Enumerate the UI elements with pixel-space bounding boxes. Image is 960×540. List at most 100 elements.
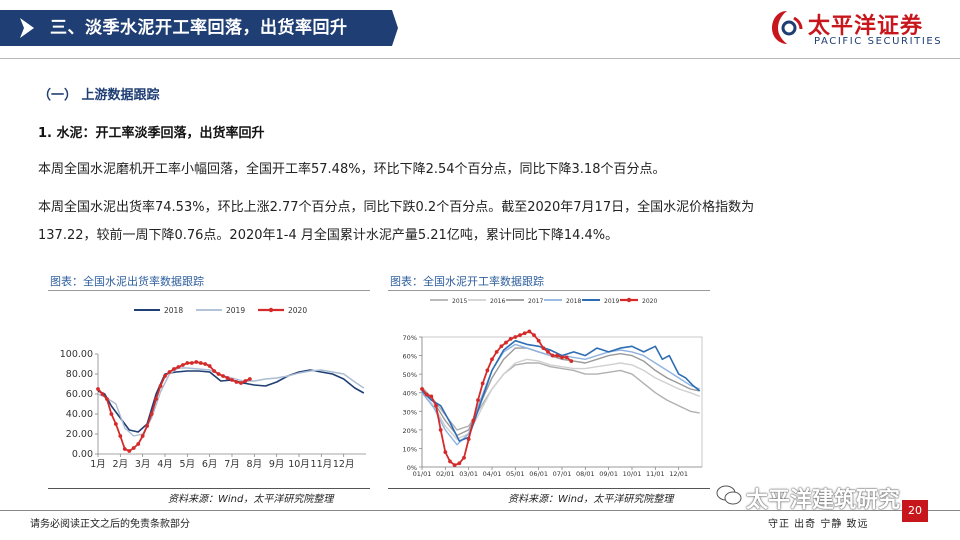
data-point-2020 (118, 434, 123, 438)
data-point-2020 (154, 397, 158, 401)
data-point-2020 (522, 331, 527, 336)
data-point-2020 (518, 333, 522, 338)
footer-divider (0, 510, 960, 511)
data-point-2020 (212, 369, 217, 373)
series-line-2019 (421, 339, 701, 442)
data-point-2020 (462, 455, 466, 460)
x-tick-label: 10/01 (623, 470, 642, 478)
data-point-2020 (564, 355, 569, 360)
logo-text-en: PACIFIC SECURITIES (814, 36, 943, 47)
data-point-2020 (555, 353, 560, 358)
logo-text-cn: 太平洋证券 (808, 14, 924, 39)
y-tick-label: 40.00 (66, 409, 93, 420)
data-point-2020 (513, 335, 518, 339)
data-point-2020 (536, 338, 541, 343)
data-point-2020 (100, 392, 105, 396)
data-point-2020 (127, 449, 132, 453)
legend-label-2017: 2017 (528, 298, 543, 305)
data-point-2020 (504, 340, 508, 345)
data-point-2020 (466, 437, 471, 442)
right-chart-title: 图表：全国水泥开工率数据跟踪 (390, 275, 544, 288)
paragraph-2-line-1: 本周全国水泥出货率74.53%，环比上涨2.77个百分点，同比下跌0.2个百分点… (38, 200, 755, 215)
data-point-2020 (131, 446, 136, 450)
page-number: 20 (902, 500, 928, 522)
y-tick-label: 20.00 (66, 429, 93, 440)
x-tick-label: 11月 (311, 459, 333, 470)
data-point-2020 (203, 362, 208, 366)
data-point-2020 (490, 357, 494, 362)
legend-marker-2020 (626, 297, 632, 303)
data-point-2020 (476, 398, 480, 403)
data-point-2020 (230, 378, 234, 382)
data-point-2020 (225, 376, 230, 380)
data-point-2020 (189, 361, 194, 365)
data-point-2020 (216, 372, 221, 376)
operating-rate-chart: 70% 60% 50% 40% 30% 20% 10% 0%01/01 02/01 03/01 04… (403, 297, 703, 478)
y-tick-label: 60% (403, 353, 417, 361)
x-tick-label: 2月 (113, 459, 129, 470)
x-tick-label: 07/01 (553, 470, 572, 478)
data-point-2020 (471, 418, 476, 423)
data-point-2020 (96, 387, 100, 391)
data-point-2020 (105, 397, 109, 401)
data-point-2020 (550, 353, 555, 358)
section-heading: （一） 上游数据跟踪 (38, 88, 160, 103)
data-point-2020 (546, 349, 550, 354)
data-point-2020 (234, 380, 239, 384)
company-motto: 守正 出奇 宁静 致远 (768, 519, 869, 530)
data-point-2020 (560, 355, 564, 360)
company-logo: 太平洋证券 PACIFIC SECURITIES (770, 6, 952, 50)
x-tick-label: 4月 (157, 459, 173, 470)
data-point-2020 (452, 463, 457, 468)
x-tick-label: 12月 (333, 459, 355, 470)
data-point-2020 (569, 359, 574, 364)
x-tick-label: 01/01 (413, 470, 432, 478)
legend-label-2020: 2020 (642, 298, 657, 305)
legend-label-2019: 2019 (604, 298, 619, 305)
x-tick-label: 06/01 (529, 470, 548, 478)
data-point-2020 (541, 346, 546, 351)
y-tick-label: 40% (403, 390, 417, 398)
data-point-2020 (438, 427, 443, 432)
data-point-2020 (185, 361, 190, 365)
series-line-2019 (97, 367, 365, 437)
y-tick-label: 0% (407, 464, 417, 472)
x-tick-label: 11/01 (646, 470, 665, 478)
y-tick-label: 70% (403, 334, 417, 342)
data-point-2020 (420, 387, 424, 391)
x-tick-label: 02/01 (436, 470, 455, 478)
legend-label-2018: 2018 (566, 298, 581, 305)
data-point-2020 (140, 434, 145, 438)
data-point-2020 (172, 367, 176, 371)
x-tick-label: 09/01 (599, 470, 618, 478)
y-tick-label: 10% (403, 445, 417, 453)
data-point-2020 (163, 374, 167, 378)
data-point-2020 (527, 329, 532, 334)
right-chart-title-rule (388, 290, 710, 291)
right-chart-source: 资料来源：Wind，太平洋研究院整理 (508, 494, 674, 505)
header-divider (0, 58, 960, 59)
data-point-2020 (499, 344, 504, 349)
data-point-2020 (198, 361, 203, 365)
left-source-rule (48, 488, 370, 489)
subheading: 1. 水泥：开工率淡季回落，出货率回升 (38, 126, 265, 141)
legend-label-2015: 2015 (452, 298, 467, 305)
data-point-2020 (485, 368, 490, 373)
data-point-2020 (532, 333, 536, 338)
data-point-2020 (424, 392, 429, 397)
left-chart-title: 图表：全国水泥出货率数据跟踪 (50, 275, 204, 288)
x-tick-label: 5月 (180, 459, 196, 470)
series-line-2017 (421, 347, 700, 437)
x-tick-label: 3月 (135, 459, 151, 470)
data-point-2020 (239, 381, 243, 385)
data-point-2020 (448, 459, 452, 464)
legend-marker-2020 (268, 307, 274, 313)
x-tick-label: 04/01 (483, 470, 502, 478)
chevron-right-icon (20, 18, 34, 38)
y-tick-label: 80.00 (66, 369, 93, 380)
data-point-2020 (434, 403, 438, 408)
plot-frame (98, 354, 366, 454)
paragraph-1: 本周全国水泥磨机开工率小幅回落，全国开工率57.48%，环比下降2.54个百分点… (38, 162, 666, 177)
legend-label-2020: 2020 (288, 306, 307, 315)
x-tick-label: 08/01 (576, 470, 595, 478)
